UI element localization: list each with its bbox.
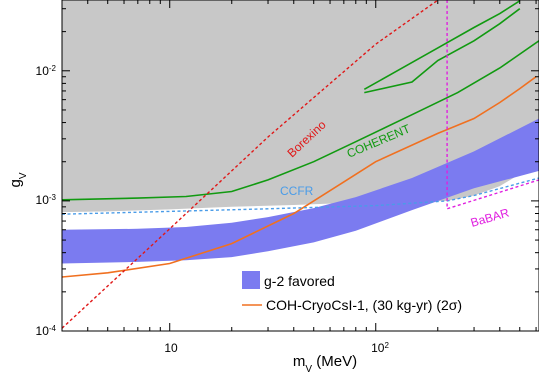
x-tick-label-100: 102 [371,341,389,356]
plot-frame [61,0,539,332]
x-tick-label-10: 10 [164,341,178,355]
borexino-curve [62,0,440,329]
plot-area [62,0,539,329]
legend-g2-swatch [242,271,260,289]
coherent-island-upper [363,0,521,90]
series-layer [62,0,539,329]
ccfr-label: CCFR [280,184,314,198]
legend-cryocsi-label: COH-CryoCsI-1, (30 kg-yr) (2σ) [266,297,462,313]
coherent-island-lower [364,8,521,94]
y-axis-label: gV [7,172,29,187]
ccfr-curve [62,177,539,215]
axis-ticks [61,0,539,332]
y-tick-label-1e-3: 10-3 [36,193,57,208]
g2-favored-band [62,118,539,264]
excluded-region [62,0,539,213]
legend: g-2 favored COH-CryoCsI-1, (30 kg-yr) (2… [242,271,462,313]
legend-g2-label: g-2 favored [264,273,335,289]
cryocsi-curve [62,76,537,278]
y-tick-label-1e-2: 10-2 [36,64,57,79]
y-tick-label-1e-4: 10-4 [36,324,57,339]
coherent-curve [62,40,539,201]
x-axis-label: mV (MeV) [293,353,357,374]
